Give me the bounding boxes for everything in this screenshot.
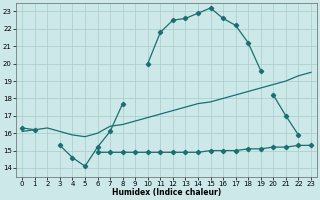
X-axis label: Humidex (Indice chaleur): Humidex (Indice chaleur): [112, 188, 221, 197]
